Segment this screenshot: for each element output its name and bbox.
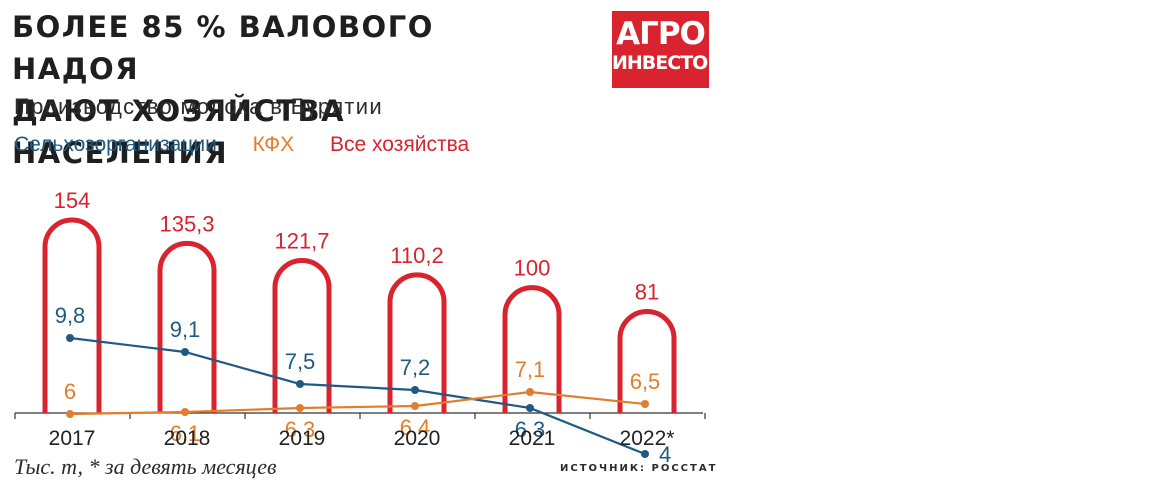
bar-all-2017 bbox=[42, 217, 102, 413]
legend: Сельхозорганизации КФХ Все хозяйства bbox=[14, 133, 499, 157]
label-org-2018: 9,1 bbox=[170, 317, 201, 342]
label-kfh-2017: 6 bbox=[64, 379, 76, 404]
label-org-2022*: 4 bbox=[659, 442, 671, 467]
point-org-2022* bbox=[641, 450, 649, 458]
point-kfh-2019 bbox=[296, 404, 304, 412]
point-org-2019 bbox=[296, 380, 304, 388]
logo-line-2: ИНВЕСТОР bbox=[612, 52, 721, 74]
bar-all-2019 bbox=[272, 257, 332, 413]
bar-all-2018 bbox=[157, 240, 217, 413]
label-all-2019: 121,7 bbox=[274, 228, 329, 253]
x-tick-label-2022*: 2022* bbox=[620, 427, 675, 450]
point-org-2018 bbox=[181, 348, 189, 356]
x-tick-label-2019: 2019 bbox=[279, 427, 326, 450]
label-org-2017: 9,8 bbox=[55, 303, 86, 328]
point-kfh-2018 bbox=[181, 408, 189, 416]
line-org bbox=[69, 336, 646, 456]
label-kfh-2021: 7,1 bbox=[515, 357, 546, 382]
point-kfh-2022* bbox=[641, 400, 649, 408]
label-all-2020: 110,2 bbox=[390, 243, 443, 268]
label-org-2019: 7,5 bbox=[285, 349, 316, 374]
label-all-2021: 100 bbox=[514, 256, 551, 281]
label-org-2021: 6,3 bbox=[515, 417, 546, 442]
label-kfh-2022*: 6,5 bbox=[630, 369, 661, 394]
point-org-2020 bbox=[411, 386, 419, 394]
x-tick-label-2017: 2017 bbox=[49, 427, 96, 450]
title-line-2: ДАЮТ ХОЗЯЙСТВА НАСЕЛЕНИЯ bbox=[12, 94, 346, 170]
label-all-2018: 135,3 bbox=[159, 211, 214, 236]
bar-all-2021 bbox=[502, 285, 562, 413]
logo-line-1: АГРО bbox=[616, 16, 706, 52]
legend-item-org: Сельхозорганизации bbox=[14, 133, 217, 156]
chart-title: БОЛЕЕ 85 % ВАЛОВОГО НАДОЯ ДАЮТ ХОЗЯЙСТВА… bbox=[12, 6, 572, 174]
label-all-2022*: 81 bbox=[635, 279, 659, 304]
label-org-2020: 7,2 bbox=[400, 355, 431, 380]
point-kfh-2021 bbox=[526, 388, 534, 396]
x-tick-label-2020: 2020 bbox=[394, 427, 441, 450]
label-all-2017: 154 bbox=[54, 188, 91, 213]
bar-all-2022* bbox=[617, 308, 677, 413]
x-tick-label-2021: 2021 bbox=[509, 427, 556, 450]
chart-subtitle: Производство молока в Бурятии bbox=[14, 94, 383, 119]
legend-item-all: Все хозяйства bbox=[330, 133, 470, 156]
line-kfh bbox=[69, 390, 646, 416]
agroinvestor-logo: АГРО ИНВЕСТОР bbox=[612, 11, 721, 88]
x-tick-label-2018: 2018 bbox=[164, 427, 211, 450]
label-kfh-2019: 6,3 bbox=[285, 417, 316, 442]
label-kfh-2020: 6,4 bbox=[400, 415, 431, 440]
legend-item-kfh: КФХ bbox=[252, 133, 295, 156]
point-kfh-2017 bbox=[66, 410, 74, 418]
point-org-2021 bbox=[526, 404, 534, 412]
bar-all-2020 bbox=[387, 272, 447, 413]
title-line-1: БОЛЕЕ 85 % ВАЛОВОГО НАДОЯ bbox=[12, 10, 434, 86]
point-kfh-2020 bbox=[411, 402, 419, 410]
source-label: ИСТОЧНИК: РОССТАТ bbox=[560, 463, 718, 474]
footnote: Тыс. т, * за девять месяцев bbox=[14, 454, 277, 479]
label-kfh-2018: 6,1 bbox=[170, 421, 201, 446]
point-org-2017 bbox=[66, 334, 74, 342]
